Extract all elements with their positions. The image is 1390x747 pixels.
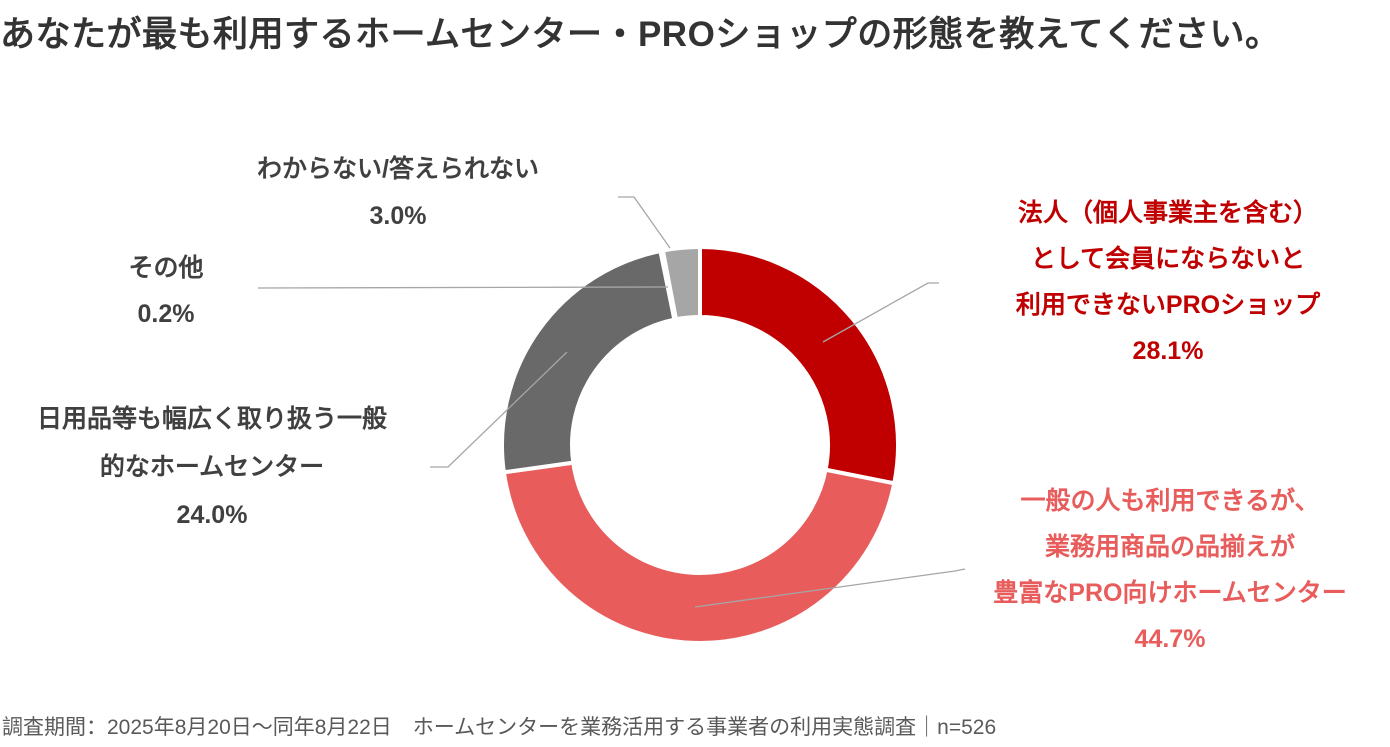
label-general-home-center: 日用品等も幅広く取り扱う一般 的なホームセンター 24.0% bbox=[12, 395, 412, 539]
leader-line bbox=[430, 351, 568, 468]
label-dont-know-value: 3.0% bbox=[369, 202, 427, 230]
donut-slice bbox=[500, 248, 677, 475]
donut-slice bbox=[501, 460, 897, 645]
label-pro-shop-text: として会員にならないと bbox=[1030, 245, 1306, 273]
label-other-text: その他 bbox=[128, 254, 204, 282]
label-pro-home-center-text: 業務用商品の品揃えが bbox=[1044, 533, 1295, 561]
label-pro-home-center-text: 一般の人も利用できるが、 bbox=[1020, 487, 1320, 515]
label-pro-home-center-value: 44.7% bbox=[1134, 625, 1206, 653]
leader-line bbox=[694, 568, 966, 608]
label-pro-shop-value: 28.1% bbox=[1132, 337, 1204, 365]
survey-footnote: 調査期間：2025年8月20日〜同年8月22日 ホームセンターを業務活用する事業… bbox=[2, 716, 997, 739]
label-dont-know: わからない/答えられない 3.0% bbox=[198, 146, 598, 240]
label-other-value: 0.2% bbox=[137, 300, 195, 328]
label-general-home-center-text: 日用品等も幅広く取り扱う一般 bbox=[36, 405, 387, 433]
label-pro-shop-text: 法人（個人事業主を含む） bbox=[1017, 199, 1318, 227]
leader-line bbox=[822, 282, 939, 343]
label-other: その他 0.2% bbox=[41, 245, 291, 337]
label-pro-shop: 法人（個人事業主を含む） として会員にならないと 利用できないPROショップ 2… bbox=[968, 190, 1368, 374]
label-pro-shop-text: 利用できないPROショップ bbox=[1015, 291, 1321, 319]
label-general-home-center-value: 24.0% bbox=[176, 501, 248, 529]
page-title: あなたが最も利用するホームセンター・PROショップの形態を教えてください。 bbox=[0, 15, 1281, 54]
label-pro-home-center: 一般の人も利用できるが、 業務用商品の品揃えが 豊富なPRO向けホームセンター … bbox=[970, 478, 1370, 662]
donut-slice bbox=[698, 244, 900, 486]
donut-slice bbox=[660, 244, 702, 322]
leader-line bbox=[257, 286, 669, 289]
leader-line bbox=[618, 196, 671, 249]
label-general-home-center-text: 的なホームセンター bbox=[99, 453, 325, 481]
label-pro-home-center-text: 豊富なPRO向けホームセンター bbox=[993, 579, 1347, 607]
label-dont-know-text: わからない/答えられない bbox=[257, 155, 539, 183]
